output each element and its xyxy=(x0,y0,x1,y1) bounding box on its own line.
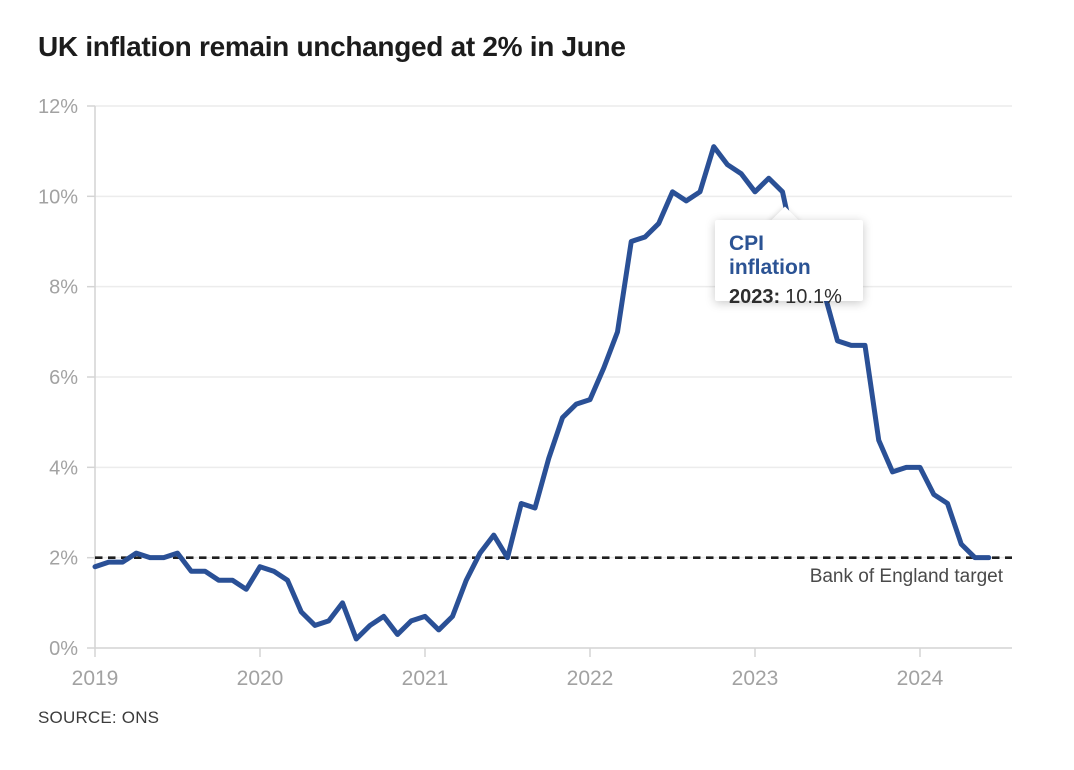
y-axis-tick-label: 0% xyxy=(49,638,78,660)
chart-tooltip: CPI inflation 2023: 10.1% xyxy=(715,206,863,308)
tooltip-series-label: CPI inflation xyxy=(729,232,811,280)
y-axis-tick-label: 2% xyxy=(49,548,78,570)
page-title: UK inflation remain unchanged at 2% in J… xyxy=(38,31,626,62)
y-axis-tick-label: 8% xyxy=(49,277,78,299)
x-axis-tick-label: 2024 xyxy=(897,667,944,690)
y-axis-tick-label: 6% xyxy=(49,367,78,389)
x-axis-tick-label: 2022 xyxy=(567,667,614,690)
y-axis-tick-label: 4% xyxy=(49,457,78,479)
source-attribution: SOURCE: ONS xyxy=(38,708,160,727)
x-axis-tick-label: 2020 xyxy=(237,667,284,690)
tooltip-value: 2023: 10.1% xyxy=(729,286,849,309)
tooltip-year: 2023: xyxy=(729,286,781,309)
tooltip-body: CPI inflation 2023: 10.1% xyxy=(715,220,863,308)
y-axis-tick-label: 12% xyxy=(38,96,78,118)
x-axis-tick-label: 2023 xyxy=(732,667,779,690)
x-axis-tick-label: 2019 xyxy=(72,667,119,690)
target-line-label: Bank of England target xyxy=(809,566,1003,587)
y-axis-tick-label: 10% xyxy=(38,186,78,208)
x-axis-tick-label: 2021 xyxy=(402,667,449,690)
cpi-inflation-line[interactable] xyxy=(92,144,992,642)
tooltip-reading: 10.1% xyxy=(785,286,842,309)
